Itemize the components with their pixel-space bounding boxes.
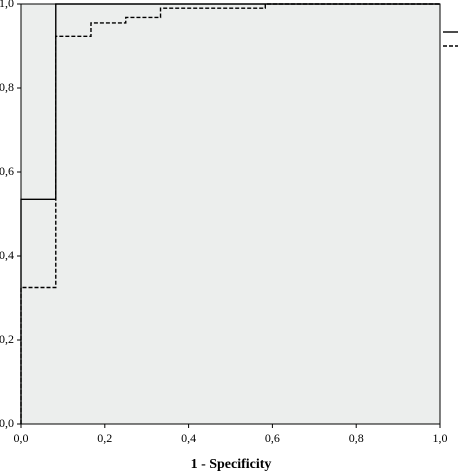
- y-tick-label: 0,0: [0, 416, 14, 430]
- x-tick-label: 0,0: [14, 431, 29, 445]
- roc-line: [20, 3, 440, 424]
- x-tick-label: 0,8: [349, 431, 364, 445]
- plot-area: [20, 3, 441, 425]
- x-tick-label: 1,0: [433, 431, 448, 445]
- x-axis-label: 1 - Specificity: [191, 457, 272, 472]
- y-tick-label: 1,0: [0, 0, 14, 10]
- x-tick-label: 0,4: [181, 431, 196, 445]
- y-tick-label: 0,6: [0, 164, 14, 178]
- y-tick-label: 0,2: [0, 332, 14, 346]
- x-tick-label: 0,6: [265, 431, 280, 445]
- y-tick-label: 0,4: [0, 248, 14, 262]
- y-tick-label: 0,8: [0, 80, 14, 94]
- x-tick-label: 0,2: [97, 431, 112, 445]
